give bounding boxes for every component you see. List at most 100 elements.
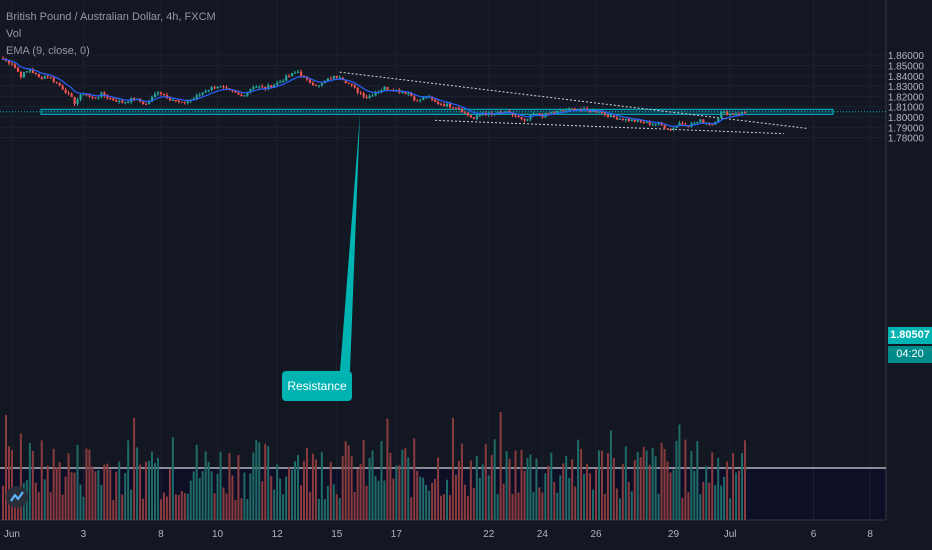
candle-body [440,104,443,106]
volume-bar [332,484,335,520]
volume-bar [466,495,469,520]
volume-bar [219,451,222,520]
y-axis-tick-label: 1.81000 [888,103,925,114]
volume-bar [711,452,714,520]
candle-body [52,77,55,82]
y-axis-tick-label: 1.80000 [888,113,925,124]
candle-body [225,87,228,89]
candle-body [258,86,261,88]
candle-body [454,107,458,109]
bar-countdown-label: 04:20 [888,346,932,363]
volume-bar [67,453,70,520]
volume-bar [443,494,446,520]
candle-body [600,111,604,113]
volume-bar [448,495,451,520]
candle-body [627,118,630,122]
volume-bar [454,474,457,520]
candle-body [493,114,496,116]
candle-body [451,107,455,109]
volume-bar [237,455,240,520]
candle-body [696,121,699,124]
candle-body [541,115,544,118]
candle-body [25,71,29,73]
volume-bar [600,450,603,520]
candle-body [374,92,377,96]
volume-bar [472,487,475,520]
volume-bar [440,495,443,520]
candle-body [538,113,541,116]
volume-bar [705,466,708,520]
candle-body [410,93,413,97]
candle-body [308,79,312,84]
candle-body [46,76,49,78]
volume-bar [186,493,189,520]
volume-bar [61,494,64,520]
x-axis-tick-label: 8 [867,529,873,540]
candle-body [198,94,201,96]
volume-bar [177,494,180,520]
x-axis-tick-label: 24 [537,529,549,540]
candle-body [642,121,645,123]
volume-bar [291,469,294,520]
candle-body [517,115,520,118]
volume-bar [744,440,746,520]
candle-body [127,101,130,103]
volume-bar [633,460,636,520]
candle-body [583,108,586,110]
volume-bar [609,430,612,520]
candle-body [237,92,240,95]
x-axis-tick-label: 10 [212,529,224,540]
volume-bar [642,446,645,520]
volume-bar [150,451,153,520]
volume-bar [446,479,449,520]
volume-bar [618,498,621,520]
volume-bar [121,494,124,520]
volume-bar [7,446,10,520]
volume-bar [562,463,565,520]
candle-body [460,109,464,113]
candle-body [82,94,85,96]
volume-bar [76,444,79,520]
volume-bar [198,477,201,520]
candle-body [735,113,738,115]
volume-bar [490,455,493,520]
candle-body [556,110,559,113]
volume-bar [648,464,651,520]
volume-bar [437,457,440,520]
volume-bar [297,455,300,520]
candle-body [469,115,473,118]
candle-body [463,112,467,114]
y-axis-tick-label: 1.84000 [888,72,925,83]
y-axis-tick-label: 1.78000 [888,134,925,145]
volume-bar [207,461,210,520]
tradingview-logo-icon[interactable] [6,486,28,508]
volume-bar [541,492,544,520]
volume-bar [64,476,67,520]
candle-body [523,119,526,121]
volume-bar [574,486,577,520]
volume-bar [612,458,615,520]
x-axis-tick-label: Jun [4,529,20,540]
volume-bar [529,454,532,520]
candle-body [597,111,601,113]
volume-bar [276,464,279,520]
volume-bar [434,478,437,520]
volume-bar [741,453,744,520]
volume-bar [636,452,639,520]
volume-bar [657,493,660,520]
candle-body [37,74,40,78]
volume-bar [183,493,186,520]
volume-bar [389,452,392,520]
volume-bar [58,462,61,520]
volume-bar [85,448,88,520]
volume-bar [365,485,368,520]
candle-body [133,97,136,100]
candle-body [112,98,115,101]
candle-body [270,85,273,88]
candle-body [466,112,470,116]
volume-bar [681,497,684,520]
volume-bar [282,494,285,520]
volume-bar [645,450,648,520]
candle-body [508,111,511,113]
